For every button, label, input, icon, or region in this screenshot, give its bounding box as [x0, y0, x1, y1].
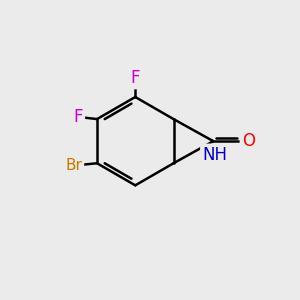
- Text: O: O: [242, 132, 255, 150]
- Text: Br: Br: [65, 158, 82, 173]
- Text: F: F: [130, 69, 140, 87]
- Text: NH: NH: [202, 146, 228, 164]
- Text: F: F: [73, 108, 83, 126]
